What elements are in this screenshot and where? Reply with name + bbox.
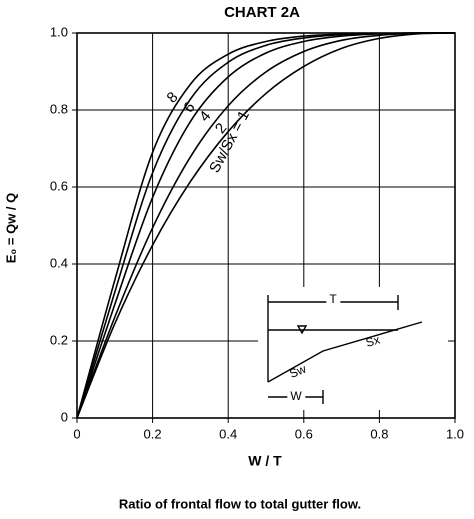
chart-title: CHART 2A [224, 4, 300, 21]
curve [76, 32, 456, 419]
y-tick-label: 0 [61, 409, 68, 424]
y-tick-label: 0.8 [50, 101, 68, 116]
y-tick-label: 0.2 [50, 332, 68, 347]
x-axis-label: W / T [248, 453, 282, 469]
curve-label: 8 [164, 89, 182, 107]
inset-label: Sx [364, 333, 381, 350]
gutter-profile [267, 321, 423, 383]
x-tick-label: 1.0 [446, 426, 464, 441]
inset-label: W [290, 389, 302, 403]
y-tick-label: 0.4 [50, 255, 68, 270]
inset-diagram: T Sw Sx W [258, 287, 448, 410]
y-axis-label: E₀ = Qw / Q [3, 193, 18, 264]
inset-background [258, 287, 448, 410]
x-tick-label: 0.6 [295, 426, 313, 441]
label-mask [326, 292, 341, 307]
x-tick-label: 0.2 [144, 426, 162, 441]
y-tick-label: 0.6 [50, 178, 68, 193]
caption: Ratio of frontal flow to total gutter fl… [119, 496, 361, 511]
y-tick-label: 1.0 [50, 24, 68, 39]
inset-label: T [329, 292, 337, 306]
x-tick-label: 0.4 [219, 426, 237, 441]
x-tick-label: 0.8 [370, 426, 388, 441]
inset-label: Sw [287, 361, 308, 380]
label-mask [287, 389, 306, 404]
curve [76, 32, 456, 419]
plot-frame [76, 32, 456, 419]
curve [76, 32, 456, 419]
water-symbol [296, 325, 308, 335]
x-tick-label: 0 [73, 426, 80, 441]
